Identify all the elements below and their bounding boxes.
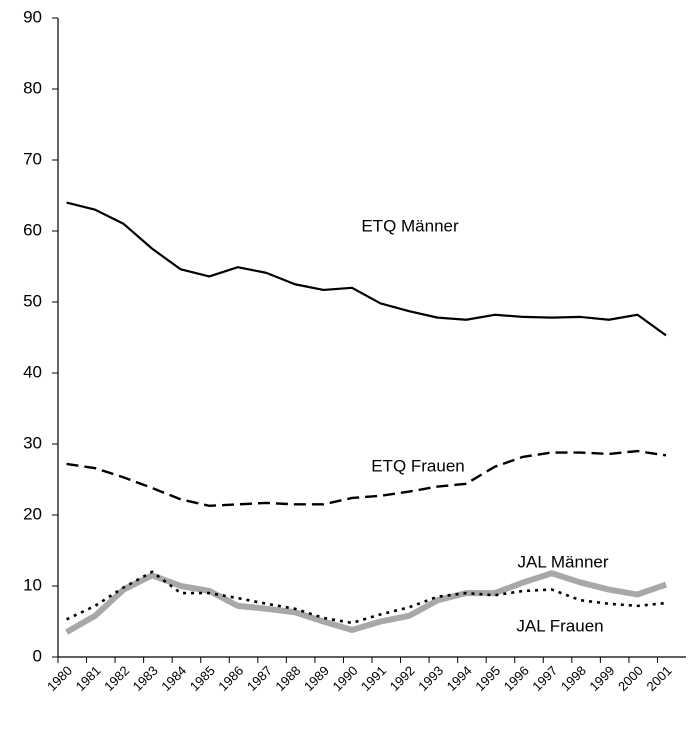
line-series <box>66 449 667 507</box>
x-tick-label: 1986 <box>215 663 246 694</box>
y-tick-label: 70 <box>23 149 42 168</box>
x-tick-label: 1981 <box>73 663 104 694</box>
x-tick-label: 1990 <box>330 663 361 694</box>
x-tick-label: 1992 <box>387 663 418 694</box>
line-series <box>65 570 668 635</box>
y-tick-label: 20 <box>23 504 42 523</box>
y-tick-label: 80 <box>23 78 42 97</box>
y-tick-label: 30 <box>23 433 42 452</box>
series-label: ETQ Männer <box>361 216 459 235</box>
y-tick-label: 50 <box>23 291 42 310</box>
x-tick-label: 1999 <box>586 663 617 694</box>
x-tick-label: 1995 <box>472 663 503 694</box>
x-tick-label: 1996 <box>501 663 532 694</box>
x-tick-label: 1991 <box>358 663 389 694</box>
x-tick-label: 1987 <box>244 663 275 694</box>
x-tick-label: 1997 <box>529 663 560 694</box>
x-tick-label: 1998 <box>558 663 589 694</box>
y-tick-label: 40 <box>23 362 42 381</box>
x-tick-label: 1984 <box>158 663 189 694</box>
x-tick-label: 1982 <box>101 663 132 694</box>
y-tick-label: 0 <box>33 646 42 665</box>
x-tick-label: 2000 <box>615 663 646 694</box>
series-label: JAL Frauen <box>516 616 603 635</box>
x-tick-label: 1988 <box>272 663 303 694</box>
x-tick-label: 2001 <box>644 663 675 694</box>
x-tick-label: 1993 <box>415 663 446 694</box>
x-tick-label: 1980 <box>44 663 75 694</box>
x-tick-label: 1989 <box>301 663 332 694</box>
x-tick-label: 1994 <box>444 663 475 694</box>
x-tick-label: 1983 <box>130 663 161 694</box>
x-tick-label: 1985 <box>187 663 218 694</box>
y-tick-label: 60 <box>23 220 42 239</box>
y-tick-label: 10 <box>23 575 42 594</box>
series-label: ETQ Frauen <box>371 456 465 475</box>
series-label: JAL Männer <box>517 552 608 571</box>
line-series <box>66 570 667 625</box>
line-series <box>66 201 667 337</box>
y-tick-label: 90 <box>23 7 42 26</box>
